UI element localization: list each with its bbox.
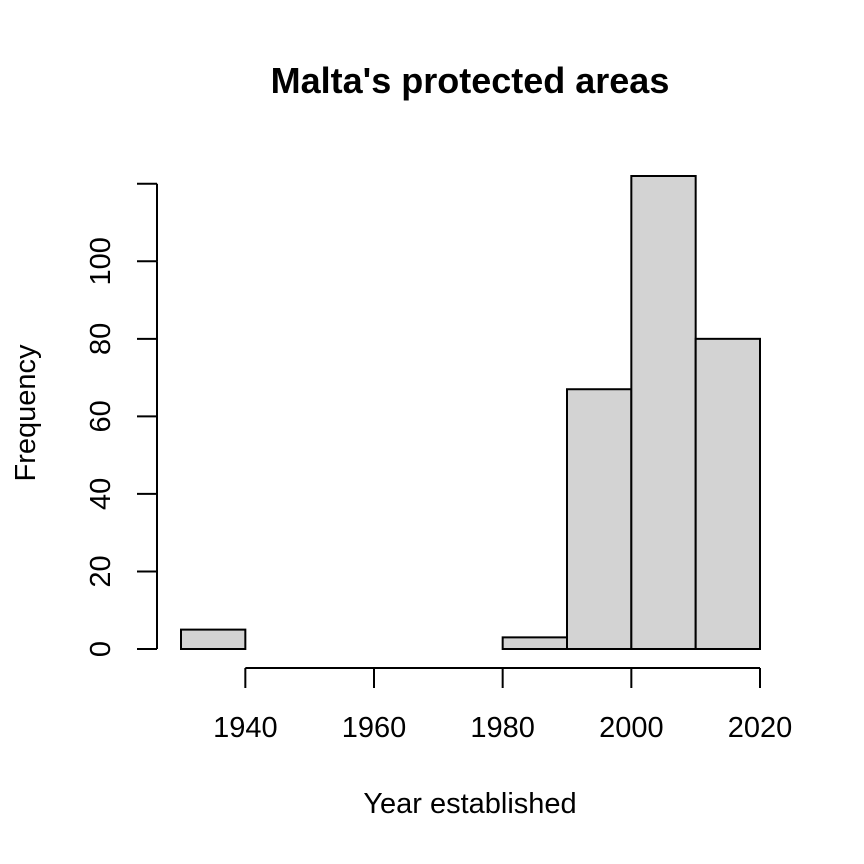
- histogram-bar-1930-1940: [180, 628, 247, 650]
- x-tick-label-1940: 1940: [213, 712, 278, 744]
- histogram-bar-2000-2010: [630, 175, 697, 650]
- chart-title: Malta's protected areas: [271, 60, 670, 101]
- x-tick-label-1980: 1980: [470, 712, 535, 744]
- y-tick-label-0: 0: [85, 641, 117, 657]
- bars-group: [180, 175, 762, 650]
- x-tick-label-2020: 2020: [728, 712, 793, 744]
- y-axis: 0 20 40 60 80 100: [85, 182, 158, 657]
- histogram-bar-1990-2000: [566, 388, 633, 650]
- y-tick-label-80: 80: [85, 323, 117, 355]
- y-tick-label-60: 60: [85, 400, 117, 432]
- x-tick-label-2000: 2000: [599, 712, 664, 744]
- y-tick-label-20: 20: [85, 555, 117, 587]
- histogram-bar-1980-1990: [501, 636, 568, 650]
- y-tick-label-100: 100: [85, 237, 117, 285]
- x-tick-label-1960: 1960: [342, 712, 407, 744]
- histogram-bar-2010-2020: [694, 337, 762, 650]
- x-axis-label: Year established: [363, 788, 576, 820]
- y-tick-label-40: 40: [85, 478, 117, 510]
- y-axis-label: Frequency: [10, 344, 42, 482]
- x-axis: 1940 1960 1980 2000 2020: [213, 667, 793, 744]
